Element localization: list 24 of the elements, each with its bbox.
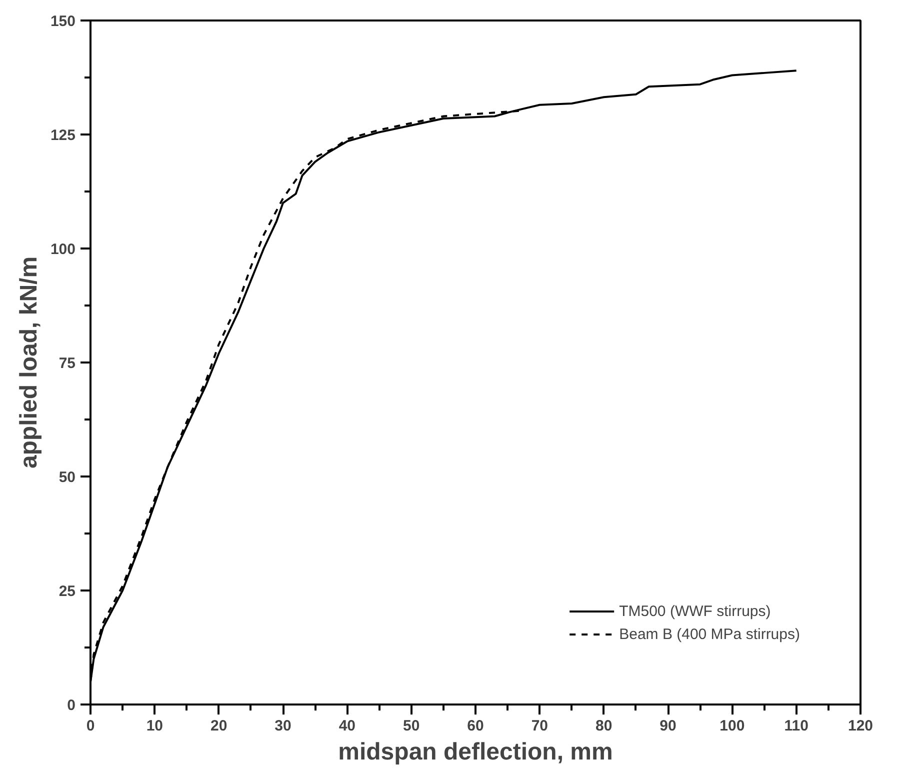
x-tick-label: 110 bbox=[784, 718, 808, 734]
y-tick-label: 0 bbox=[67, 697, 76, 714]
x-tick-label: 50 bbox=[402, 718, 420, 734]
y-tick-label: 25 bbox=[58, 583, 76, 600]
y-axis-title: applied load, kN/m bbox=[15, 256, 42, 469]
y-tick-label: 75 bbox=[58, 355, 76, 372]
x-tick-label: 120 bbox=[848, 718, 874, 734]
x-tick-label: 20 bbox=[210, 718, 228, 734]
x-axis-title: midspan deflection, mm bbox=[338, 738, 613, 766]
x-tick-label: 40 bbox=[338, 718, 356, 734]
y-tick-label: 100 bbox=[50, 241, 76, 258]
x-tick-label: 0 bbox=[86, 718, 95, 734]
legend-label: Beam B (400 MPa stirrups) bbox=[619, 626, 800, 642]
y-tick-label: 125 bbox=[50, 127, 76, 144]
legend-label: TM500 (WWF stirrups) bbox=[619, 602, 771, 620]
y-tick-label: 150 bbox=[50, 13, 76, 30]
x-tick-label: 60 bbox=[467, 718, 484, 734]
x-tick-label: 100 bbox=[720, 718, 745, 734]
x-tick-label: 90 bbox=[660, 718, 676, 734]
x-tick-label: 80 bbox=[595, 718, 612, 734]
x-tick-label: 70 bbox=[531, 718, 548, 734]
y-tick-label: 50 bbox=[58, 469, 76, 486]
x-tick-label: 10 bbox=[146, 718, 164, 734]
x-tick-label: 30 bbox=[274, 718, 292, 734]
